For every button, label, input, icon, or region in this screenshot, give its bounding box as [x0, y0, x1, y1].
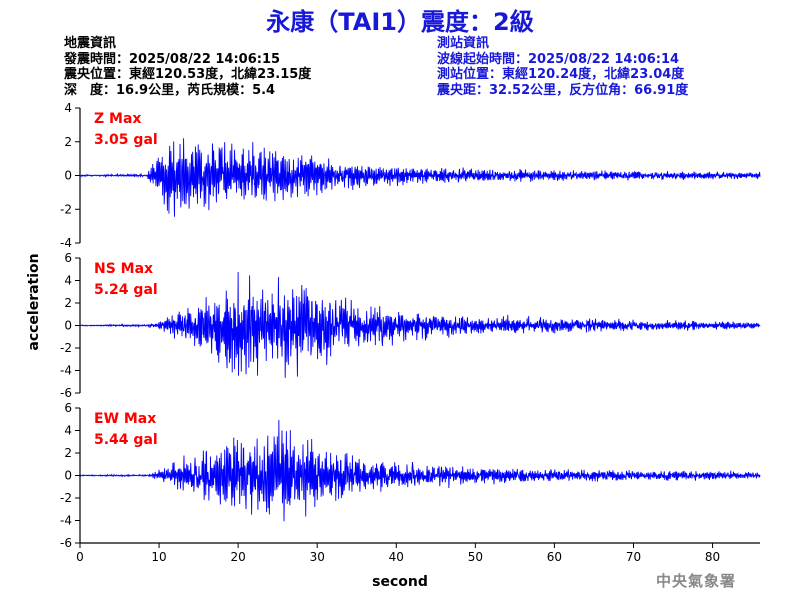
y-tick-label: 6 [64, 401, 72, 415]
y-axis-label: acceleration [26, 253, 42, 350]
y-tick-label: 2 [64, 296, 72, 310]
x-tick-label: 50 [468, 550, 483, 564]
x-tick-label: 40 [389, 550, 404, 564]
depth-magnitude: 深 度：16.9公里，芮氏規模：5.4 [64, 82, 276, 98]
max-value-z: 3.05 gal [94, 132, 158, 148]
agency-credit: 中央氣象署 [656, 572, 737, 590]
event-info: 地震資訊 發震時間：2025/08/22 14:06:15 震央位置：東經120… [64, 36, 311, 98]
y-tick-label: -4 [60, 364, 72, 378]
epicentral-distance: 震央距：32.52公里，反方位角：66.91度 [437, 82, 689, 98]
y-tick-label: -6 [60, 536, 72, 550]
y-tick-label: 0 [64, 319, 72, 333]
x-tick-label: 60 [547, 550, 562, 564]
event-info-heading: 地震資訊 [64, 36, 117, 51]
y-tick-label: -2 [60, 491, 72, 505]
max-label-ew: EW Max [94, 411, 156, 427]
waveform-z [79, 138, 761, 217]
y-tick-label: -2 [60, 341, 72, 355]
x-tick-label: 30 [310, 550, 325, 564]
wave-start-time: 波線起始時間：2025/08/22 14:06:14 [437, 51, 680, 67]
station-location: 測站位置：東經120.24度，北緯23.04度 [437, 67, 685, 82]
x-tick-label: 10 [151, 550, 166, 564]
y-tick-label: 0 [64, 169, 72, 183]
station-info: 測站資訊 波線起始時間：2025/08/22 14:06:14 測站位置：東經1… [437, 36, 688, 98]
page-title: 永康（TAI1）震度：2級 [266, 8, 534, 36]
x-tick-label: 20 [230, 550, 245, 564]
x-tick-label: 80 [705, 550, 720, 564]
y-tick-label: 4 [64, 424, 72, 438]
y-tick-label: 0 [64, 469, 72, 483]
waveform-ew [79, 419, 761, 522]
y-tick-label: 2 [64, 446, 72, 460]
y-tick-label: 4 [64, 274, 72, 288]
epicenter-location: 震央位置：東經120.53度，北緯23.15度 [64, 67, 312, 82]
max-value-ew: 5.44 gal [94, 432, 158, 448]
waveform-ns [79, 271, 761, 378]
origin-time: 發震時間：2025/08/22 14:06:15 [64, 51, 281, 67]
x-axis-label: second [372, 574, 428, 590]
x-tick-label: 0 [76, 550, 84, 564]
y-tick-label: -4 [60, 514, 72, 528]
y-tick-label: -2 [60, 202, 72, 216]
y-tick-label: 2 [64, 135, 72, 149]
y-tick-label: -4 [60, 236, 72, 250]
max-label-z: Z Max [94, 111, 141, 127]
max-label-ns: NS Max [94, 261, 153, 277]
y-tick-label: 4 [64, 101, 72, 115]
x-tick-label: 70 [626, 550, 641, 564]
max-value-ns: 5.24 gal [94, 282, 158, 298]
station-info-heading: 測站資訊 [437, 36, 490, 51]
y-tick-label: 6 [64, 251, 72, 265]
y-tick-label: -6 [60, 386, 72, 400]
